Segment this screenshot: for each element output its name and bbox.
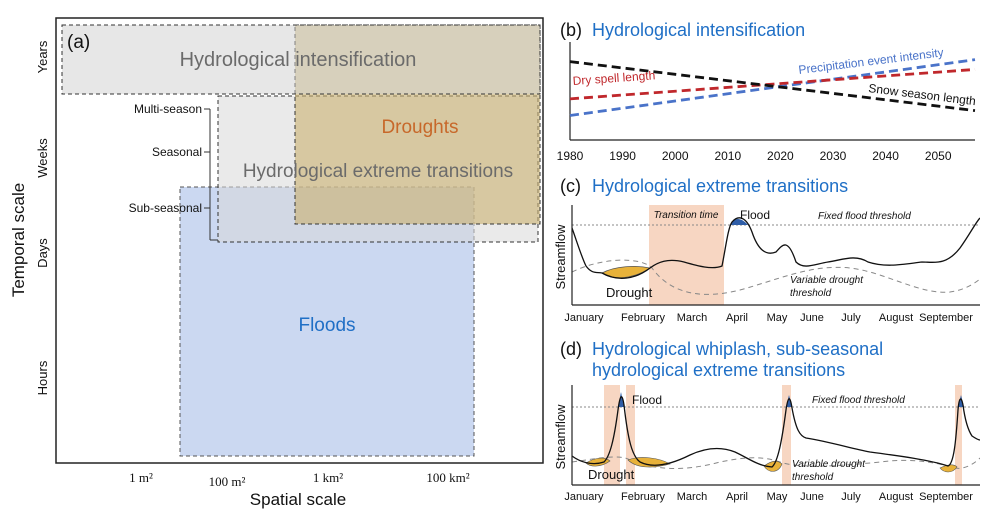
drought-threshold-label-2: threshold [790,288,832,299]
drought-label: Drought [606,285,653,300]
year-tick-label: 2040 [872,149,899,163]
panel-d: (d) Hydrological whiplash, sub-seasonal … [553,339,980,503]
bracket-label-multi-season: Multi-season [134,102,202,116]
month-label: July [841,312,861,324]
panel-c-label: (c) [560,176,581,196]
y-tick-hours: Hours [35,360,50,395]
month-label: July [841,491,861,503]
panel-d-title-line2: hydrological extreme transitions [592,360,845,380]
month-label: September [919,491,973,503]
transition-time-band [649,205,724,305]
month-label: January [564,491,604,503]
month-label: February [621,312,666,324]
year-tick-label: 1990 [609,149,636,163]
bracket-label-sub-seasonal: Sub-seasonal [129,201,202,215]
panel-b-label: (b) [560,20,582,40]
year-tick-label: 2000 [662,149,689,163]
panel-d-y-label: Streamflow [553,404,568,470]
transition-band-2 [626,385,635,485]
drought-threshold-curve [572,259,980,295]
d-flood-threshold-label: Fixed flood threshold [812,395,905,406]
precip-trend-line [569,58,976,117]
panel-d-title-line1: Hydrological whiplash, sub-seasonal [592,339,883,359]
month-label: March [677,491,708,503]
flood-threshold-label: Fixed flood threshold [818,211,911,222]
y-axis-title: Temporal scale [9,183,28,297]
d-streamflow-line [572,396,980,468]
panel-a-label: (a) [67,32,90,53]
month-label: January [564,312,604,324]
y-tick-weeks: Weeks [35,138,50,178]
floods-label: Floods [298,315,355,336]
x-axis-title: Spatial scale [250,490,346,509]
dry-line-label: Dry spell length [572,68,655,88]
panel-a: (a) Hydrological intensification Drought… [9,17,544,509]
panel-c: (c) Hydrological extreme transitions Tra… [553,176,980,324]
transitions-label: Hydrological extreme transitions [243,161,513,182]
y-tick-days: Days [35,238,50,268]
month-label: September [919,312,973,324]
month-label: May [767,491,788,503]
x-tick-100m2: 100 m² [209,474,246,489]
bracket-label-seasonal: Seasonal [152,145,202,159]
drought-threshold-label-1: Variable drought [790,275,864,286]
season-bracket [204,108,218,241]
panel-c-title: Hydrological extreme transitions [592,176,848,196]
d-drought-threshold-label-1: Variable drought [792,459,866,470]
streamflow-line [572,217,980,279]
d-drought-threshold-label-2: threshold [792,472,834,483]
month-label: February [621,491,666,503]
month-label: May [767,312,788,324]
year-tick-label: 2050 [925,149,952,163]
x-tick-100km2: 100 km² [426,470,469,485]
month-label: August [879,312,913,324]
panel-b: (b) Hydrological intensification 1980 199… [557,20,977,163]
d-flood-label: Flood [632,393,662,407]
flood-label: Flood [740,208,770,222]
intensification-region [61,24,541,95]
year-tick-label: 2030 [820,149,847,163]
panel-d-label: (d) [560,339,582,359]
panel-b-title: Hydrological intensification [592,20,805,40]
droughts-label: Droughts [381,117,458,138]
year-tick-label: 1980 [557,149,584,163]
intensification-label: Hydrological intensification [180,49,417,71]
month-label: March [677,312,708,324]
snow-season-trend-line [569,60,976,112]
panel-a-frame [55,17,544,464]
flood-area [731,218,748,225]
month-label: April [726,312,748,324]
month-label: June [800,491,824,503]
transition-band-4 [955,385,962,485]
month-label: August [879,491,913,503]
transition-time-label: Transition time [654,210,719,221]
dry-spell-trend-line [569,68,976,101]
transition-band-3 [782,385,791,485]
month-label: June [800,312,824,324]
panel-c-y-label: Streamflow [553,224,568,290]
x-tick-1m2: 1 m² [129,470,153,485]
month-label: April [726,491,748,503]
y-tick-years: Years [35,40,50,73]
year-tick-label: 2020 [767,149,794,163]
d-drought-label: Drought [588,467,635,482]
year-tick-label: 2010 [714,149,741,163]
x-tick-1km2: 1 km² [313,470,343,485]
